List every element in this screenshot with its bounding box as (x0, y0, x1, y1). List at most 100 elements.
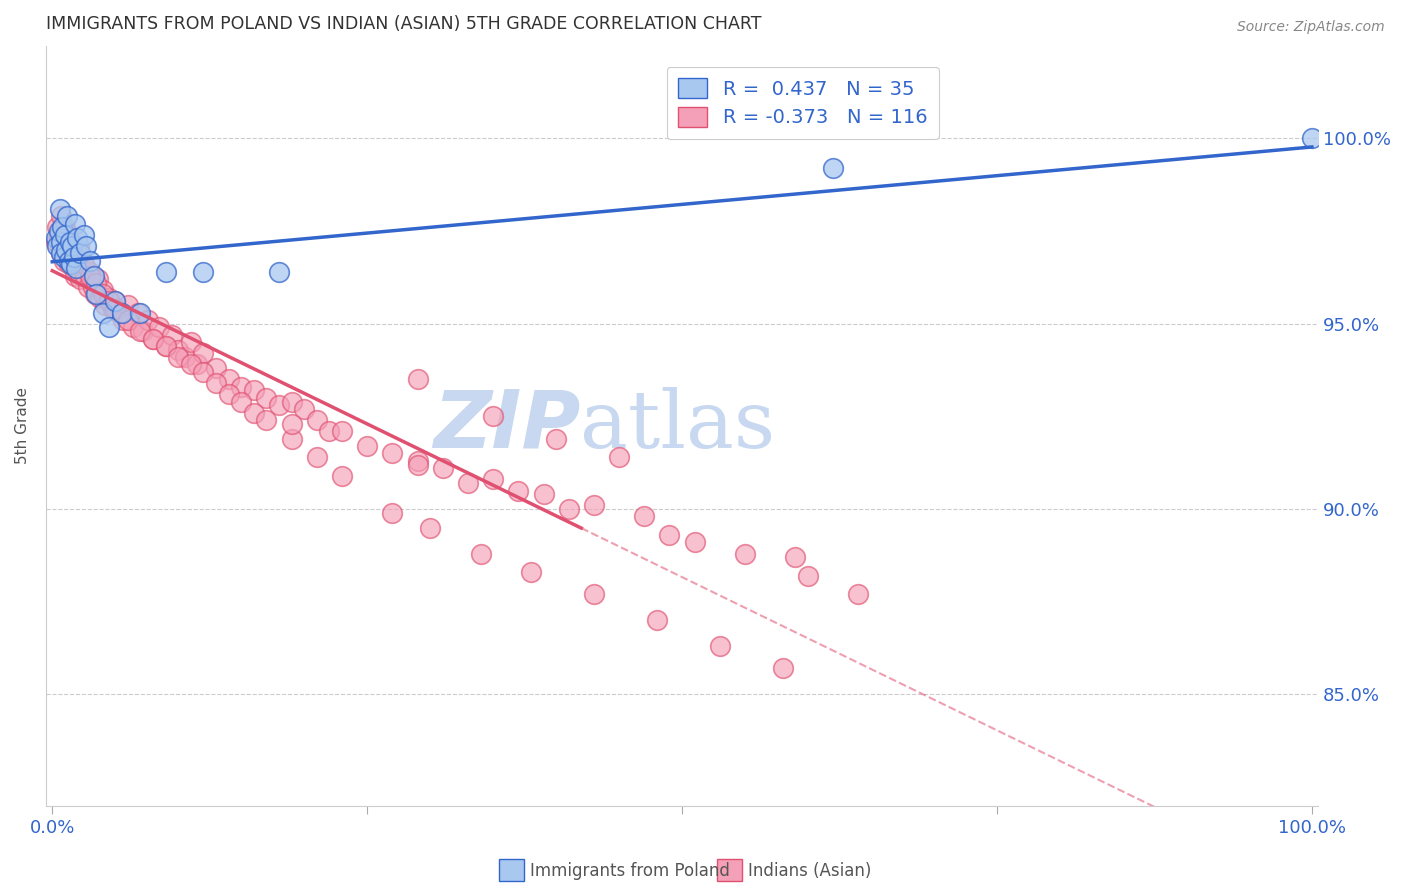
Point (683, 535, 706, 549)
Point (69, 272, 91, 286)
Point (482, 409, 505, 424)
Point (470, 547, 492, 561)
Point (94, 298, 117, 312)
Point (848, 587, 870, 601)
Point (86, 287, 108, 301)
Point (79, 265, 101, 279)
Point (65, 261, 87, 276)
Point (658, 528, 681, 542)
Point (108, 305, 131, 319)
Point (280, 432, 302, 446)
Point (148, 320, 170, 334)
Point (51, 220, 73, 235)
Point (65, 250, 87, 264)
Point (381, 506, 404, 520)
Point (292, 402, 315, 417)
Point (533, 487, 555, 501)
Point (330, 468, 353, 483)
Point (69, 246, 91, 260)
Point (55, 243, 77, 257)
Point (79, 253, 101, 268)
Point (67, 239, 90, 253)
Point (73, 227, 96, 242)
Text: Source: ZipAtlas.com: Source: ZipAtlas.com (1237, 20, 1385, 34)
Point (772, 661, 794, 675)
Point (91, 284, 114, 298)
Point (607, 450, 630, 465)
Point (356, 439, 378, 453)
Point (97, 320, 120, 334)
Point (75, 239, 97, 253)
Point (56, 209, 79, 223)
Point (66, 246, 89, 260)
Point (127, 305, 149, 319)
Point (56, 227, 79, 242)
Point (104, 301, 127, 316)
Point (205, 361, 228, 376)
Text: Indians (Asian): Indians (Asian) (748, 862, 872, 880)
Point (546, 432, 568, 446)
Point (186, 358, 208, 372)
Point (53, 224, 76, 238)
Point (73, 257, 96, 271)
Point (243, 406, 266, 420)
Point (63, 268, 86, 283)
Point (49, 209, 72, 223)
Point (82, 279, 104, 293)
Point (122, 320, 145, 334)
Point (280, 417, 302, 431)
Point (101, 301, 124, 316)
Legend: R =  0.437   N = 35, R = -0.373   N = 116: R = 0.437 N = 35, R = -0.373 N = 116 (666, 67, 939, 139)
Point (267, 265, 290, 279)
Point (520, 565, 543, 579)
Text: Immigrants from Poland: Immigrants from Poland (530, 862, 730, 880)
Point (160, 327, 183, 342)
Point (53, 220, 76, 235)
Point (508, 483, 530, 498)
Point (86, 272, 108, 286)
Point (330, 424, 353, 438)
Point (582, 587, 605, 601)
Point (62, 250, 84, 264)
Point (62, 250, 84, 264)
Point (205, 376, 228, 390)
Point (557, 502, 579, 516)
Point (267, 398, 290, 412)
Point (59, 235, 82, 249)
Point (633, 509, 655, 524)
Point (117, 298, 139, 312)
Point (49, 246, 72, 260)
Point (91, 305, 114, 319)
Point (305, 450, 328, 465)
Point (142, 332, 165, 346)
Point (218, 387, 240, 401)
Point (97, 294, 120, 309)
Point (406, 458, 429, 472)
Point (129, 305, 152, 319)
Point (193, 346, 215, 360)
Point (785, 550, 807, 565)
Point (97, 291, 120, 305)
Point (582, 499, 605, 513)
Point (318, 424, 340, 438)
Point (432, 461, 454, 475)
Point (254, 413, 277, 427)
Point (60, 235, 83, 249)
Point (155, 339, 177, 353)
Point (72, 253, 94, 268)
Point (104, 294, 127, 309)
Point (305, 413, 328, 427)
Point (180, 335, 202, 350)
Text: atlas: atlas (581, 386, 775, 465)
Point (104, 294, 127, 309)
Point (62, 261, 84, 276)
Point (231, 380, 253, 394)
Point (797, 569, 820, 583)
Point (49, 246, 72, 260)
Point (52, 250, 75, 264)
Point (111, 313, 134, 327)
Point (48, 224, 70, 238)
Point (53, 227, 76, 242)
Point (46, 239, 69, 253)
Point (132, 324, 155, 338)
